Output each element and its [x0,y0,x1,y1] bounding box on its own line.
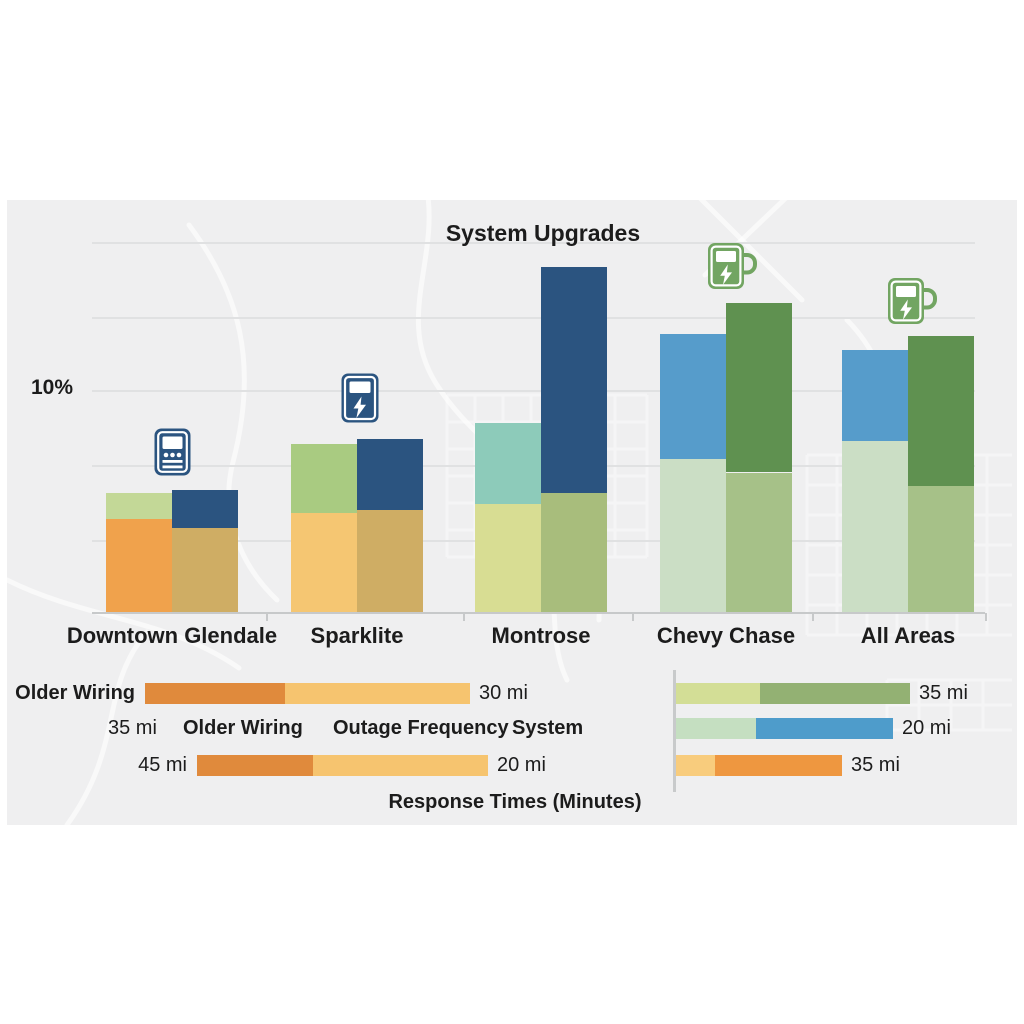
bar-segment-light-orange [291,512,357,613]
bar-segment-forest-green [726,303,792,473]
bar-segment-sage-2 [726,472,792,613]
legend-bar-segment [676,683,760,704]
legend-text: Older Wiring [183,717,303,739]
bar-segment-teal [475,423,541,504]
gridline [92,242,975,244]
legend-value-label: 35 mi [851,754,900,776]
category-label: Sparklite [310,623,404,648]
x-axis-tick [463,613,465,621]
bar-segment-sage-2 [908,485,974,613]
legend-bar-segment [760,683,910,704]
utility-meter-icon [153,427,192,482]
legend-value-label: 30 mi [479,682,528,704]
legend-bar-segment [676,718,756,739]
legend-bar-segment [756,718,893,739]
bar-segment-light-green [106,492,172,520]
bar-segment-navy [172,490,238,529]
legend-bar-segment [715,755,842,776]
x-axis-baseline [92,612,985,614]
x-axis-tick [985,613,987,621]
ev-charger-green-icon [886,276,938,331]
ev-charger-green-icon [706,241,758,296]
bar-segment-orange [106,519,172,613]
bar-segment-pale-green [660,459,726,613]
legend-value-label: 20 mi [902,717,951,739]
bar-segment-blue [660,334,726,460]
bar-segment-navy [357,439,423,511]
x-axis-tick [812,613,814,621]
category-label: Downtown Glendale [66,623,278,648]
legend-axis-line [673,670,676,792]
ev-charger-blue-icon [340,372,380,429]
legend-bar-segment [313,755,488,776]
chart-panel: System Upgrades 10% Downtown Glendale Spa… [7,200,1017,825]
x-axis-tick [266,613,268,621]
legend-text: System [512,717,584,739]
bar-segment-sage [541,492,607,613]
category-label: Chevy Chase [656,623,796,648]
bar-segment-pale-green [842,441,908,613]
legend-bar-segment [676,755,715,776]
category-label: All Areas [860,623,956,648]
legend-row-label: Older Wiring [15,682,135,704]
legend-value-label: 35 mi [919,682,968,704]
legend-value-label: 20 mi [497,754,546,776]
x-axis-tick [632,613,634,621]
gridline [92,390,975,392]
chart-title: System Upgrades [445,220,641,246]
bar-segment-forest-green [908,336,974,486]
legend-bar-segment [145,683,285,704]
legend-bar-segment [197,755,313,776]
legend-text: Outage Frequency [333,717,509,739]
legend-text: 35 mi [108,717,157,739]
category-label: Montrose [491,623,591,648]
bar-segment-green [291,443,357,513]
bar-segment-tan [357,510,423,613]
gridline [92,317,975,319]
bar-segment-yellow-green [475,503,541,613]
bar-segment-tan [172,528,238,613]
legend-bar-segment [285,683,470,704]
bar-segment-blue [842,349,908,442]
legend-footer-label: Response Times (Minutes) [388,791,642,813]
y-axis-tick-label: 10% [31,376,74,399]
bar-segment-navy [541,267,607,493]
legend-row-label: 45 mi [138,754,187,776]
